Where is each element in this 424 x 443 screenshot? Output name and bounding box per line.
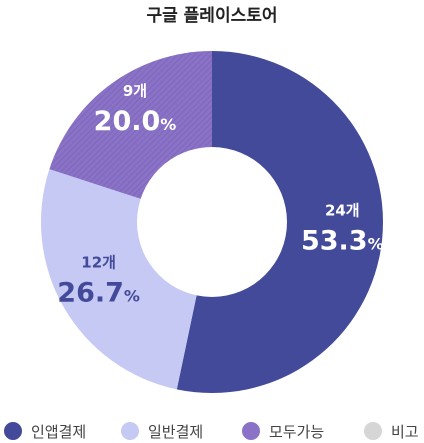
legend-swatch-both [242,422,260,440]
chart-title: 구글 플레이스토어 [146,6,277,26]
legend-swatch-note [364,422,382,440]
legend-label: 비고 [391,422,419,441]
value-label-in-app: 53.3% [301,226,384,257]
legend-label: 인앱결제 [31,422,87,441]
value-label-both: 20.0% [94,106,177,137]
donut-hole [137,147,287,297]
legend-label: 일반결제 [148,422,204,441]
legend: 인앱결제 일반결제 모두가능 비고 [0,420,424,442]
legend-item-both[interactable]: 모두가능 [242,420,324,442]
legend-item-in-app[interactable]: 인앱결제 [4,420,86,442]
legend-label: 모두가능 [269,422,325,441]
legend-swatch-general [121,422,139,440]
count-label-in-app: 24개 [325,202,360,220]
count-label-general: 12개 [81,254,116,272]
data-labels-group: 24개 53.3% 12개 26.7% 9개 20.0% [57,82,383,309]
legend-item-general[interactable]: 일반결제 [121,420,203,442]
value-label-general: 26.7% [57,278,140,309]
count-label-both: 9개 [123,82,147,100]
legend-item-note[interactable]: 비고 [364,420,419,442]
legend-swatch-in-app [4,422,22,440]
